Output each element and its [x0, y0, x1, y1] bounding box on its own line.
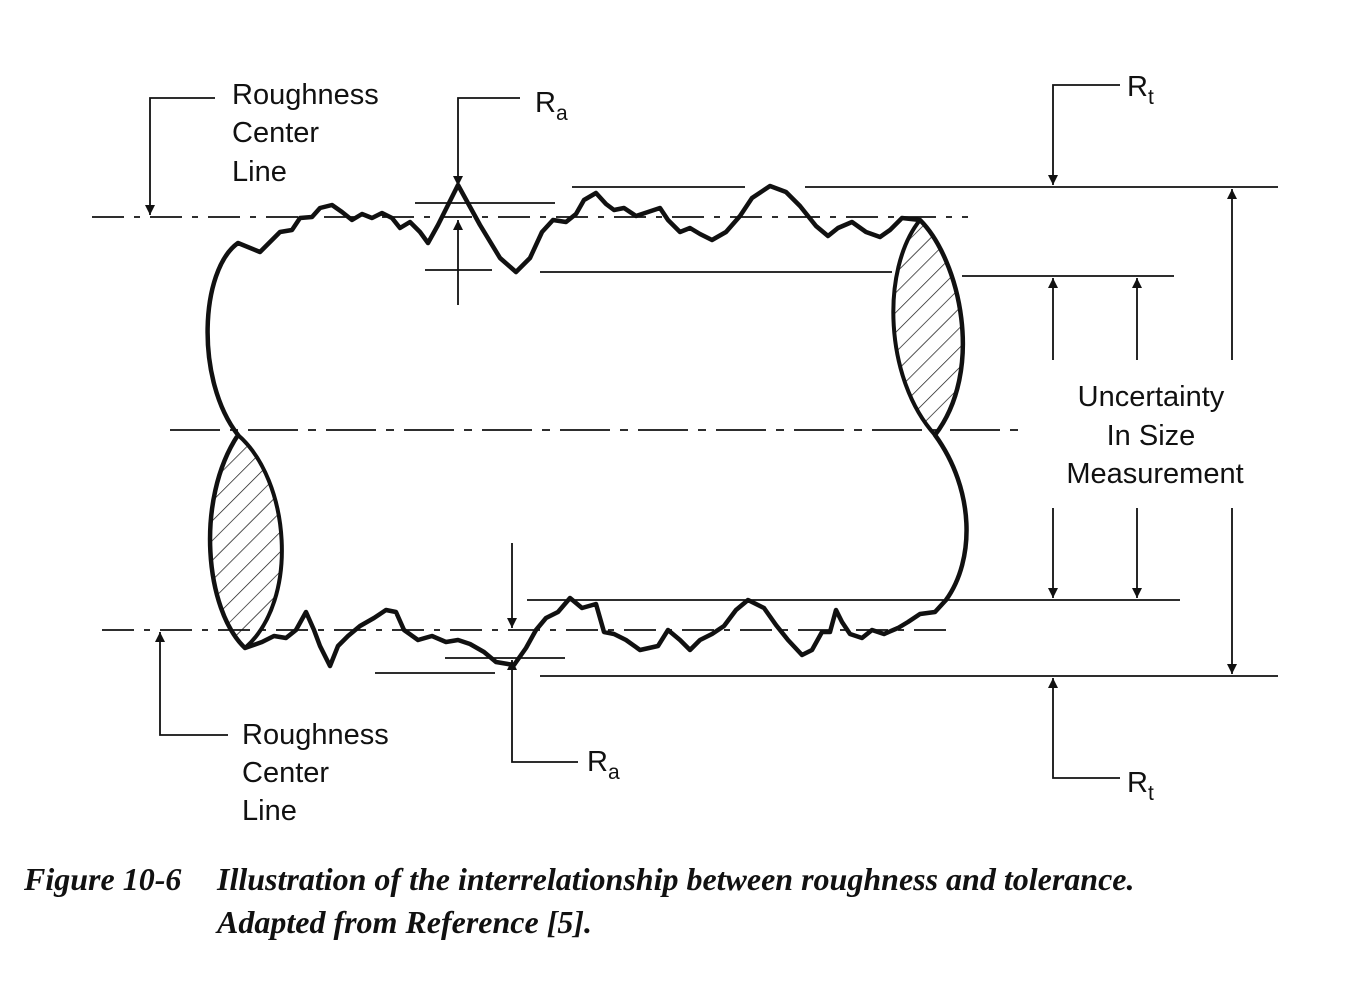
roughness-center-line-bottom-label: Roughness Center Line	[242, 719, 397, 827]
caption-line-1: Illustration of the interrelationship be…	[217, 861, 1135, 897]
uncertainty-label: Uncertainty In Size Measurement	[1066, 381, 1243, 490]
rt-top-label: Rt	[1127, 71, 1154, 109]
caption-line-2: Adapted from Reference [5].	[217, 904, 593, 940]
roughness-center-line-top-label: Roughness Center Line	[232, 79, 387, 188]
figure-number: Figure 10-6	[24, 861, 182, 897]
hatched-region-right	[893, 220, 963, 435]
roughness-center-line-top-leader	[145, 97, 215, 215]
ra-top-leader	[453, 97, 520, 186]
rt-bottom-leader	[1048, 678, 1120, 779]
ra-bottom-label: Ra	[587, 746, 620, 784]
hatched-region-left	[210, 435, 282, 648]
rough-part-outline	[205, 182, 969, 669]
rt-bottom-label: Rt	[1127, 767, 1154, 805]
ra-top-label: Ra	[535, 87, 568, 125]
roughness-center-line-bottom-leader	[155, 632, 228, 736]
roughness-tolerance-diagram: Roughness Center Line Ra Rt Uncertainty …	[92, 71, 1278, 827]
nominal-profile-right	[891, 218, 937, 437]
nominal-profile-left	[236, 433, 284, 650]
rt-top-leader	[1048, 84, 1120, 185]
ra-bottom-leader	[507, 660, 578, 763]
